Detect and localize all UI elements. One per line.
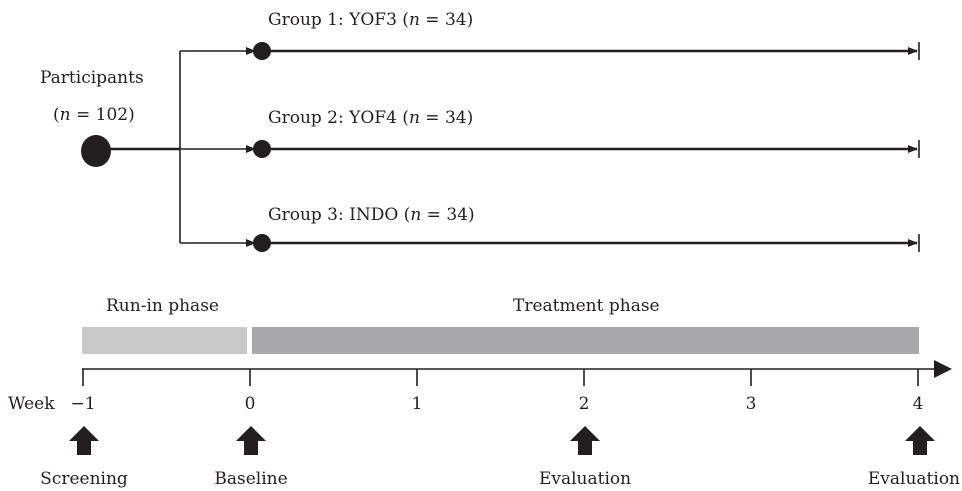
run-in-phase-bar	[82, 327, 247, 354]
group-3-node	[253, 234, 271, 252]
group-1-label: Group 1: YOF3 (n = 34)	[268, 10, 473, 30]
treatment-phase-label: Treatment phase	[513, 296, 660, 316]
participants-node	[81, 135, 111, 167]
treatment-phase-bar	[252, 327, 919, 354]
event-label-evaluation: Evaluation	[539, 469, 631, 489]
tick-label: −1	[70, 394, 95, 414]
group-2-label: Group 2: YOF4 (n = 34)	[268, 108, 473, 128]
group-1-node	[253, 42, 271, 60]
up-arrow-icon	[69, 426, 99, 455]
tick-label: 0	[245, 394, 256, 414]
group-3-label: Group 3: INDO (n = 34)	[268, 205, 475, 225]
group-2-node	[253, 140, 271, 158]
event-label-screening: Screening	[40, 469, 128, 489]
up-arrow-icon	[905, 426, 935, 455]
up-arrow-icon	[570, 426, 600, 455]
participants-label: Participants	[40, 68, 144, 88]
tick-label: 2	[579, 394, 590, 414]
tick-label: 3	[746, 394, 757, 414]
week-axis-label: Week	[8, 394, 55, 414]
tick-label: 4	[913, 394, 924, 414]
run-in-phase-label: Run-in phase	[106, 296, 219, 316]
up-arrow-icon	[236, 426, 266, 455]
tick-label: 1	[412, 394, 423, 414]
participants-count: (n = 102)	[53, 105, 135, 125]
event-label-baseline: Baseline	[214, 469, 287, 489]
event-label-evaluation: Evaluation	[868, 469, 960, 489]
